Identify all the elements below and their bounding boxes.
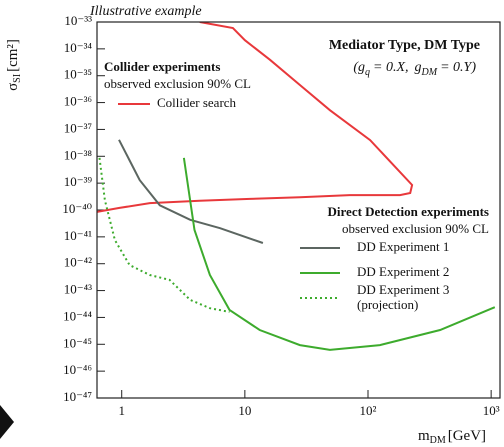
y-tick-label: 10⁻³⁶ [64,94,92,109]
coupling-value: = 0.X, [373,60,409,75]
y-tick-label: 10⁻⁴¹ [64,228,92,243]
legend-group-subtitle: observed exclusion 90% CL [342,221,489,236]
y-tick-label: 10⁻³⁸ [64,147,93,162]
y-axis-label-sub: SI [12,74,23,83]
legend-label: DD Experiment 2 [357,264,449,279]
y-axis-label: σSI [cm²] [5,39,23,91]
x-axis-label-unit: [GeV] [448,428,486,444]
y-axis-label-unit: [cm²] [5,39,21,72]
coupling-sub: q [365,67,370,78]
x-axis-label-sub: DM [430,435,446,446]
plot-frame [96,21,501,399]
series-line [118,139,264,244]
legend-label: DD Experiment 1 [357,239,449,254]
y-tick-label: 10⁻⁴⁵ [63,335,92,350]
legend-group-title: Direct Detection experiments [328,204,489,219]
y-tick-label: 10⁻⁴⁴ [63,308,92,323]
legend-note: (projection) [357,297,418,312]
coupling-symbol: g [415,60,422,75]
y-tick-label: 10⁻⁴⁰ [62,201,92,216]
coupling-value: = 0.Y) [440,60,476,75]
y-tick-label: 10⁻³⁵ [64,67,92,82]
coupling-sub: DM [421,67,438,78]
y-tick-label: 10⁻³³ [64,13,92,28]
x-tick-label: 10 [238,403,251,418]
legend-group-title: Collider experiments [104,59,220,74]
y-tick-label: 10⁻⁴⁶ [63,362,92,377]
y-tick-label: 10⁻³⁴ [64,40,93,55]
y-tick-label: 10⁻³⁷ [64,120,92,135]
model-title: Mediator Type, DM Type [329,38,480,53]
coupling-symbol: (g [353,60,365,75]
x-axis-label: mDM [GeV] [418,428,486,446]
chart-title: Illustrative example [89,4,202,19]
y-tick-label: 10⁻³⁹ [64,174,93,189]
series-line [97,22,414,213]
y-tick-label: 10⁻⁴³ [64,282,92,297]
y-axis-label-symbol: σ [5,83,21,91]
series-line [182,157,496,351]
model-couplings: (gq = 0.X, gDM = 0.Y) [353,60,476,78]
legend-label: DD Experiment 3 [357,282,449,297]
x-tick-label: 1 [118,403,125,418]
legend-label: Collider search [157,95,237,110]
x-tick-label: 10³ [483,403,500,418]
legend-group-subtitle: observed exclusion 90% CL [104,76,251,91]
plot-area [97,22,496,351]
nav-arrow [0,405,14,439]
series-line [98,157,230,313]
x-tick-label: 10² [360,403,377,418]
y-tick-label: 10⁻⁴² [64,255,92,270]
x-axis-label-symbol: m [418,428,430,444]
y-tick-label: 10⁻⁴⁷ [63,389,92,404]
